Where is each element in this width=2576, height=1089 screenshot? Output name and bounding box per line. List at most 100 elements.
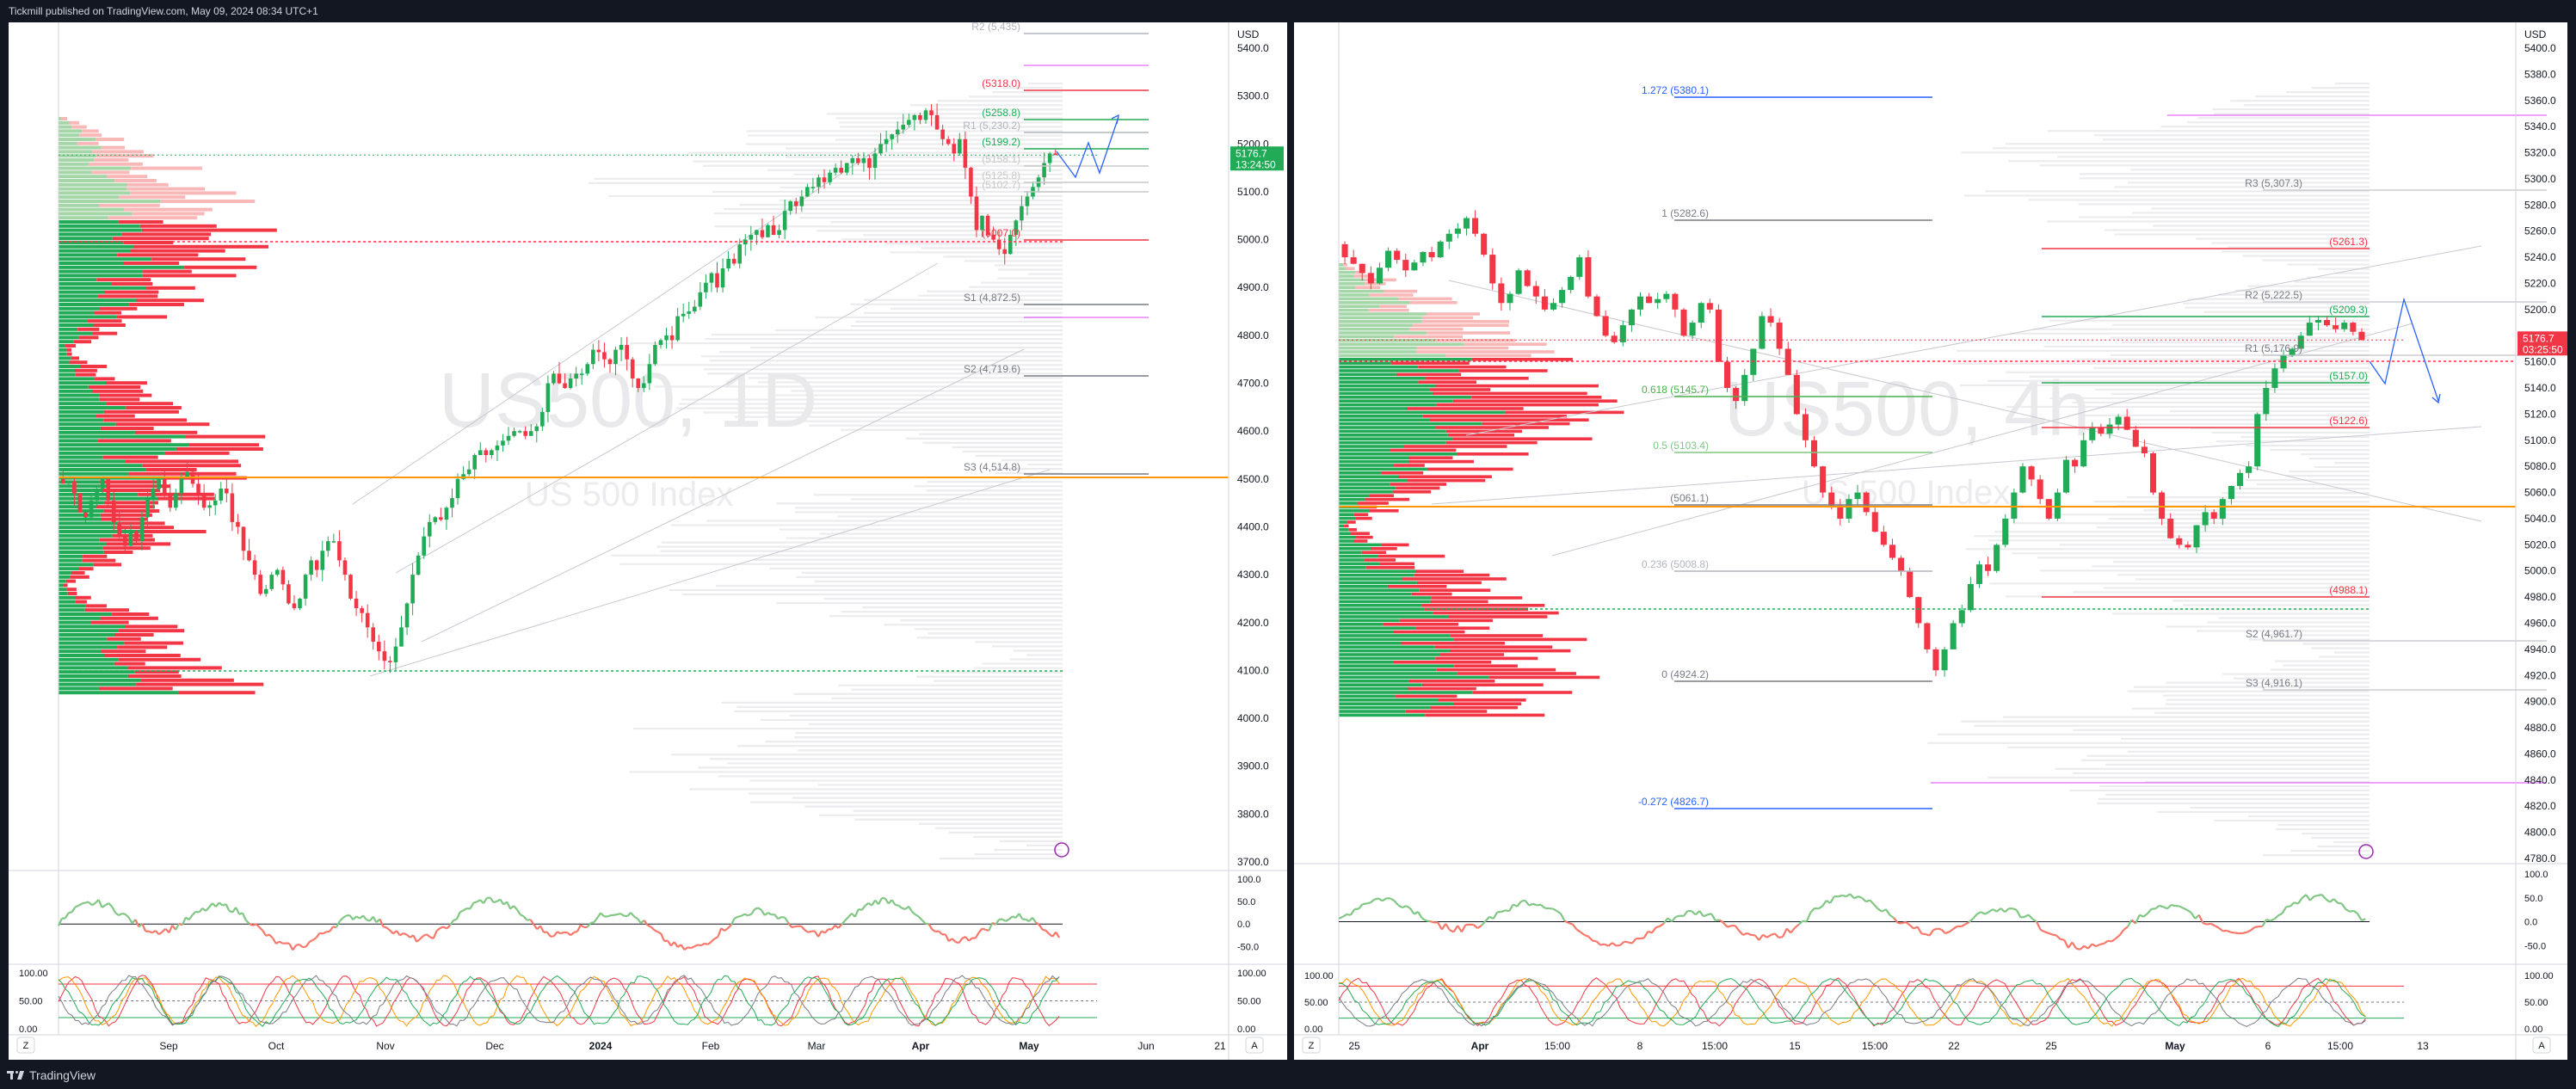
profile-bar-up	[1339, 490, 1393, 494]
rsi-segment	[613, 913, 618, 916]
candle-body	[2028, 466, 2035, 480]
right-rsi-pane[interactable]: 100.050.00.0-50.0	[1338, 870, 2548, 951]
candle-body	[658, 340, 663, 346]
bg-profile-bar	[2285, 475, 2370, 477]
bg-profile-bar	[2295, 280, 2370, 283]
rsi-segment	[1005, 918, 1010, 922]
left-chart-panel[interactable]: US500, 1D US 500 Index R2 (5,435) (5318.0…	[9, 22, 1287, 1060]
candle-body	[213, 500, 218, 506]
profile-bar-up	[59, 439, 98, 443]
profile-bar-down	[1447, 434, 1515, 437]
rsi-segment	[1794, 924, 1800, 929]
profile-bar-up	[1339, 713, 1426, 717]
profile-bar-up	[59, 158, 95, 162]
profile-bar-up	[1339, 305, 1380, 308]
rsi-segment	[309, 938, 314, 943]
rsi-segment	[219, 901, 224, 907]
profile-bar-down	[184, 265, 257, 269]
bg-profile-bar	[2048, 130, 2370, 132]
rsi-segment	[697, 944, 702, 947]
rsi-segment	[767, 912, 773, 916]
candle-body	[591, 349, 595, 365]
bg-profile-bar	[999, 840, 1063, 843]
bg-profile-bar	[2080, 759, 2370, 761]
level-label: S2 (4,961.7)	[2246, 628, 2302, 640]
tradingview-brand[interactable]: TradingView	[7, 1068, 96, 1082]
candle-body	[528, 431, 533, 436]
rsi-segment	[2118, 929, 2125, 936]
profile-bar-down	[1392, 490, 1432, 494]
bg-profile-bar	[633, 727, 1063, 730]
profile-bar-down	[126, 406, 182, 409]
candle-body	[1376, 268, 1383, 284]
rsi-segment	[1747, 932, 1752, 936]
rsi-segment	[268, 933, 274, 939]
profile-bar-up	[59, 551, 104, 554]
right-chart-panel[interactable]: US500, 4h US 500 Index 1.272 (5380.1) 1 (…	[1294, 22, 2567, 1060]
candle-body	[545, 383, 551, 412]
left-chart-svg[interactable]: US500, 1D US 500 Index R2 (5,435)(5318.0…	[9, 22, 1287, 1060]
bg-profile-bar	[2132, 212, 2370, 214]
profile-bar-down	[1457, 452, 1529, 456]
rsi-segment	[2338, 901, 2342, 905]
rsi-segment	[104, 902, 109, 907]
profile-bar-up	[59, 269, 144, 274]
rsi-segment	[265, 933, 270, 937]
rsi-segment	[1838, 894, 1843, 898]
rsi-segment	[1421, 917, 1427, 922]
bg-profile-bar	[981, 281, 1063, 284]
rsi-segment	[2055, 934, 2061, 940]
candle-body	[731, 258, 736, 264]
bg-profile-bar	[2222, 673, 2370, 675]
bg-profile-bar	[2108, 518, 2370, 520]
candle-body	[833, 168, 838, 173]
left-time-axis[interactable]: Sep Oct Nov Dec 2024 Feb Mar Apr May Jun 21Z A	[16, 1037, 1264, 1054]
rsi-segment	[955, 940, 959, 944]
left-rsi-pane[interactable]: 100.050.00.0-50.0	[57, 875, 1261, 952]
right-chart-svg[interactable]: US500, 4h US 500 Index 1.272 (5380.1)1 (…	[1294, 22, 2567, 1060]
profile-bar-down	[101, 649, 146, 654]
right-time-axis[interactable]: 25 Apr 15:00 8 15:00 15 15:00 22 25 May 6 15:00 13Z A	[1302, 1037, 2551, 1054]
profile-bar-down	[124, 207, 213, 212]
candle-body	[1524, 270, 1531, 286]
bg-profile-bar	[2074, 358, 2370, 360]
bg-profile-bar	[2230, 100, 2370, 102]
candle-body	[625, 345, 629, 360]
profile-bar-up	[59, 244, 134, 249]
candle-body	[2350, 323, 2357, 332]
rsi-segment	[977, 927, 983, 933]
profile-bar-up	[59, 145, 102, 150]
rsi-segment	[2352, 909, 2358, 915]
candle-body	[106, 478, 110, 501]
rsi-segment	[1476, 925, 1482, 929]
price-tick-label: 4800.0	[1237, 329, 1269, 341]
bg-profile-bar	[2240, 435, 2370, 439]
candle-body	[1723, 361, 1731, 389]
bg-profile-bar	[753, 558, 1063, 561]
right-price-axis[interactable]: USD5400.05380.05360.05340.05320.05300.05…	[1339, 28, 2567, 864]
bg-profile-bar	[2165, 703, 2370, 705]
rsi-segment	[506, 901, 512, 910]
auto-scale-label: A	[2538, 1041, 2545, 1051]
rsi-segment	[1528, 902, 1534, 907]
candle-body	[2167, 518, 2174, 538]
candle-body	[433, 517, 438, 522]
bg-profile-bar	[934, 680, 1063, 682]
candle-body	[348, 575, 353, 599]
left-price-axis[interactable]: USD5400.05300.05200.05100.05000.04900.04…	[59, 28, 1284, 868]
price-tick-label: 5060.0	[2524, 487, 2556, 499]
rsi-segment	[1940, 928, 1946, 934]
time-tick-label: Apr	[912, 1040, 930, 1052]
profile-bar-up	[1339, 524, 1345, 528]
rsi-segment	[225, 903, 231, 912]
profile-bar-up	[1339, 532, 1351, 535]
rsi-segment	[2103, 939, 2109, 944]
bg-profile-bar	[2049, 397, 2370, 400]
rsi-segment	[422, 933, 428, 937]
bg-profile-bar	[798, 217, 1063, 219]
profile-bar-down	[104, 654, 181, 657]
profile-bar-down	[1370, 547, 1397, 551]
rsi-segment	[205, 906, 210, 912]
